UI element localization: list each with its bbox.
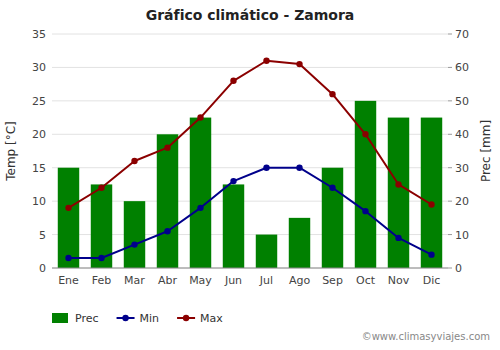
point [164, 228, 170, 234]
y-tick-label: 15 [32, 162, 46, 175]
grid-line [52, 34, 448, 35]
point [65, 205, 71, 211]
grid [52, 34, 448, 268]
y2-tick-label: 70 [455, 28, 469, 41]
point [428, 251, 434, 257]
point [296, 61, 302, 67]
y2-tick [448, 100, 452, 101]
y2-tick-label: 0 [455, 262, 462, 275]
x-tick-label: Ene [58, 274, 79, 287]
point [329, 91, 335, 97]
y2-tick [448, 201, 452, 202]
x-tick-label: Mar [124, 274, 145, 287]
bar [421, 118, 442, 268]
point [98, 255, 104, 261]
line [69, 61, 432, 208]
line-series [65, 165, 434, 262]
y2-tick-label: 40 [455, 128, 469, 141]
y-tick-label: 20 [32, 128, 46, 141]
x-tick-label: May [189, 274, 212, 287]
y2-tick [448, 268, 452, 269]
y2-tick-label: 20 [455, 195, 469, 208]
y2-tick [448, 134, 452, 135]
x-tick-label: Dic [423, 274, 441, 287]
title: Gráfico climático - Zamora [146, 7, 355, 23]
bar [124, 201, 145, 268]
point [197, 205, 203, 211]
point [296, 165, 302, 171]
legend: Prec Min Max [52, 312, 223, 325]
bar [223, 184, 244, 268]
point [131, 241, 137, 247]
point [362, 208, 368, 214]
x-tick-label: Jul [259, 274, 273, 287]
y-tick-label: 25 [32, 95, 46, 108]
point [395, 181, 401, 187]
point [197, 114, 203, 120]
bar [190, 118, 211, 268]
y-tick-label: 35 [32, 28, 46, 41]
bar [58, 168, 79, 268]
chart-svg: Gráfico climático - Zamora 0 5 10 15 20 25 30 35… [0, 0, 500, 350]
y2-tick [448, 167, 452, 168]
bar-series [58, 101, 442, 268]
point [230, 78, 236, 84]
x-tick-label: Ago [289, 274, 311, 287]
legend-marker [183, 315, 189, 321]
legend-label: Prec [75, 312, 99, 325]
y2-tick-label: 10 [455, 229, 469, 242]
point [395, 235, 401, 241]
point [263, 58, 269, 64]
y2-tick-label: 50 [455, 95, 469, 108]
y2-axis-label: Prec [mm] [479, 120, 493, 182]
x-tick-label: Feb [92, 274, 111, 287]
point [131, 158, 137, 164]
x-tick-label: Nov [388, 274, 410, 287]
y2-tick-label: 60 [455, 61, 469, 74]
x-axis-line [52, 268, 448, 269]
point [230, 178, 236, 184]
y2-tick [448, 234, 452, 235]
legend-marker [122, 315, 128, 321]
chart-container: Gráfico climático - Zamora 0 5 10 15 20 25 30 35… [0, 0, 500, 350]
point [428, 201, 434, 207]
point [98, 185, 104, 191]
legend-swatch [52, 313, 68, 323]
point [164, 144, 170, 150]
grid-line [52, 100, 448, 101]
bar [157, 134, 178, 268]
y-tick-label: 5 [39, 229, 46, 242]
y-tick-label: 0 [39, 262, 46, 275]
grid-line [52, 67, 448, 68]
y2-tick [448, 34, 452, 35]
annotation: ©www.climasyviajes.com [362, 331, 490, 342]
x-tick-label: Abr [158, 274, 178, 287]
y2-tick-label: 30 [455, 162, 469, 175]
y-tick-label: 30 [32, 61, 46, 74]
background [0, 0, 500, 350]
plot-area [58, 58, 442, 268]
legend-label: Max [200, 312, 223, 325]
line [69, 168, 432, 258]
x-tick-label: Sep [322, 274, 343, 287]
y2-tick [448, 67, 452, 68]
bar [388, 118, 409, 268]
legend-label: Min [140, 312, 160, 325]
x-tick-label: Oct [356, 274, 376, 287]
grid-line [52, 268, 448, 269]
point [65, 255, 71, 261]
point [329, 185, 335, 191]
bar [289, 218, 310, 268]
y-axis-label: Temp [°C] [4, 121, 18, 182]
bar [256, 235, 277, 268]
line-series [65, 58, 434, 211]
x-tick-label: Jun [224, 274, 242, 287]
point [263, 165, 269, 171]
y-tick-label: 10 [32, 195, 46, 208]
point [362, 131, 368, 137]
